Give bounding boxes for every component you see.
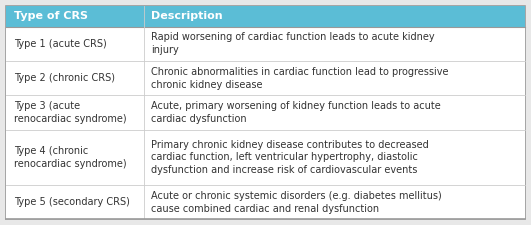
Text: Type 1 (acute CRS): Type 1 (acute CRS) [14, 39, 107, 49]
Text: Chronic abnormalities in cardiac function lead to progressive
chronic kidney dis: Chronic abnormalities in cardiac functio… [151, 67, 449, 90]
Text: Acute or chronic systemic disorders (e.g. diabetes mellitus)
cause combined card: Acute or chronic systemic disorders (e.g… [151, 191, 442, 214]
Bar [6, 6, 525, 27]
Text: Acute, primary worsening of kidney function leads to acute
cardiac dysfunction: Acute, primary worsening of kidney funct… [151, 101, 441, 124]
Bar [6, 61, 525, 95]
Text: Type 5 (secondary CRS): Type 5 (secondary CRS) [14, 197, 130, 207]
Text: Type 2 (chronic CRS): Type 2 (chronic CRS) [14, 73, 115, 83]
Text: Type 4 (chronic
renocardiac syndrome): Type 4 (chronic renocardiac syndrome) [14, 146, 126, 169]
Text: Description: Description [151, 11, 223, 21]
Text: Primary chronic kidney disease contributes to decreased
cardiac function, left v: Primary chronic kidney disease contribut… [151, 140, 429, 175]
Text: Type 3 (acute
renocardiac syndrome): Type 3 (acute renocardiac syndrome) [14, 101, 126, 124]
Bar [6, 130, 525, 185]
Text: Type of CRS: Type of CRS [14, 11, 88, 21]
Bar [6, 95, 525, 130]
Bar [6, 27, 525, 61]
Text: Rapid worsening of cardiac function leads to acute kidney
injury: Rapid worsening of cardiac function lead… [151, 32, 435, 55]
Bar [6, 185, 525, 219]
